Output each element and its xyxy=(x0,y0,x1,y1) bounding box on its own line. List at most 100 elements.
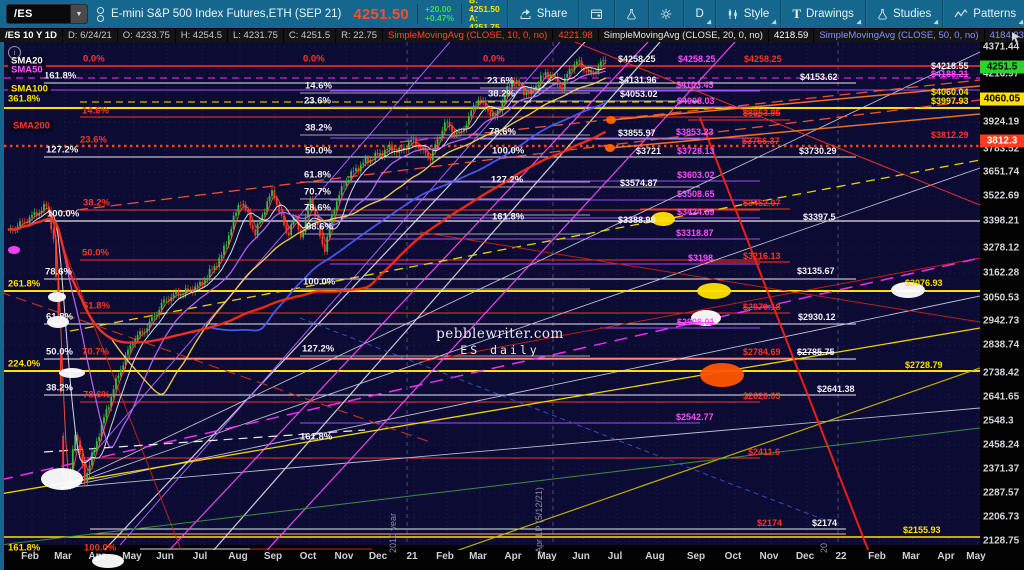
fib-label[interactable]: 88.6% xyxy=(306,221,333,233)
price-label[interactable]: $2174 xyxy=(757,518,783,528)
fib-label[interactable]: 0.0% xyxy=(483,53,505,65)
toolbar-button-studies[interactable]: Studies xyxy=(864,0,942,28)
price-label[interactable]: $2411.6 xyxy=(748,447,781,457)
price-label[interactable]: $3397.5 xyxy=(803,212,836,222)
fib-label[interactable]: 50.0% xyxy=(46,346,73,358)
price-label[interactable]: $2620.03 xyxy=(743,391,781,401)
price-label[interactable]: $4218.55 xyxy=(931,61,969,71)
price-label[interactable]: $2930.12 xyxy=(798,312,836,322)
price-label[interactable]: $3730.29 xyxy=(799,146,837,156)
fib-label[interactable]: 161.8% xyxy=(300,431,333,443)
fib-label[interactable]: 361.8% xyxy=(8,93,41,105)
fib-label[interactable]: 61.8% xyxy=(304,169,331,181)
price-label[interactable]: $2970.18 xyxy=(743,302,781,312)
cursor-icon[interactable] xyxy=(1011,30,1021,48)
price-label[interactable]: $3135.67 xyxy=(797,266,835,276)
price-label[interactable]: $2155.93 xyxy=(903,525,941,535)
toolbar-button-calendar-icon[interactable] xyxy=(578,0,614,28)
fib-label[interactable]: 14.6% xyxy=(305,80,332,92)
fib-label[interactable]: 0.0% xyxy=(83,53,105,65)
chevron-down-icon[interactable]: ▼ xyxy=(70,5,87,23)
price-label[interactable]: $4258.25 xyxy=(678,54,716,64)
price-label[interactable]: $2641.38 xyxy=(817,384,855,394)
fib-label[interactable]: 78.6% xyxy=(83,389,110,401)
price-label[interactable]: $3997.93 xyxy=(931,96,969,106)
toolbar-button-d[interactable]: D xyxy=(683,0,714,28)
price-label[interactable]: $3855.97 xyxy=(618,128,656,138)
link-icon[interactable] xyxy=(97,6,104,22)
price-label[interactable]: $4131.96 xyxy=(619,75,657,85)
fib-label[interactable]: 127.2% xyxy=(491,174,524,186)
price-label[interactable]: $4258.25 xyxy=(744,54,782,64)
toolbar-button-share[interactable]: Share xyxy=(506,0,579,28)
price-label[interactable]: $3076.93 xyxy=(905,278,943,288)
fib-label[interactable]: 161.8% xyxy=(44,70,77,82)
price-label[interactable]: $3574.87 xyxy=(620,178,658,188)
price-label[interactable]: $3198 xyxy=(688,253,714,263)
toolbar-button-patterns[interactable]: Patterns xyxy=(942,0,1024,28)
price-label[interactable]: $3812.29 xyxy=(931,130,969,140)
fib-label[interactable]: 70.7% xyxy=(82,346,109,358)
price-label[interactable]: $2908.01 xyxy=(677,317,715,327)
price-label[interactable]: $3424.89 xyxy=(677,207,715,217)
price-label[interactable]: $2542.77 xyxy=(676,412,714,422)
price-label[interactable]: $3603.02 xyxy=(677,170,715,180)
fib-label[interactable]: 23.6% xyxy=(304,95,331,107)
price-label[interactable]: $4008.03 xyxy=(677,96,715,106)
price-label[interactable]: $3216.13 xyxy=(743,251,781,261)
fib-label[interactable]: 100.0% xyxy=(303,276,336,288)
toolbar-button-flask-icon[interactable] xyxy=(614,0,648,28)
fib-label[interactable]: 23.6% xyxy=(80,134,107,146)
fib-label[interactable]: 38.2% xyxy=(46,382,73,394)
fib-label[interactable]: 38.2% xyxy=(83,197,110,209)
fib-label[interactable]: 127.2% xyxy=(302,343,335,355)
fib-label[interactable]: 78.6% xyxy=(489,126,516,138)
symbol-selector[interactable]: /ES ▼ xyxy=(6,4,88,24)
price-label[interactable]: $4188.21 xyxy=(931,69,969,79)
toolbar-button-gear-icon[interactable] xyxy=(648,0,683,28)
fib-label[interactable]: 23.6% xyxy=(487,75,514,87)
price-label[interactable]: $4103.45 xyxy=(676,80,714,90)
price-label[interactable]: $3388.98 xyxy=(618,215,656,225)
fib-label[interactable]: 100.0% xyxy=(492,145,525,157)
price-label[interactable]: $3853.23 xyxy=(676,127,714,137)
fib-label[interactable]: 224.0% xyxy=(8,358,41,370)
price-label[interactable]: $3721 xyxy=(636,146,662,156)
fib-label[interactable]: 61.8% xyxy=(83,300,110,312)
toolbar-button-style[interactable]: Style xyxy=(714,0,781,28)
fib-label[interactable]: 0.0% xyxy=(303,53,325,65)
price-label[interactable]: $2785.75 xyxy=(797,347,835,357)
fib-label[interactable]: 161.8% xyxy=(492,211,525,223)
fib-label[interactable]: 50.0% xyxy=(305,145,332,157)
fib-label[interactable]: 70.7% xyxy=(304,186,331,198)
fib-label[interactable]: 61.8% xyxy=(46,311,73,323)
price-label[interactable]: $3318.87 xyxy=(676,228,714,238)
fib-label[interactable]: 100.0% xyxy=(84,542,117,554)
price-label[interactable]: $3728.13 xyxy=(677,146,715,156)
toolbar-button-drawings[interactable]: T Drawings xyxy=(780,0,865,28)
fib-label[interactable]: 38.2% xyxy=(488,88,515,100)
fib-label[interactable]: 14.6% xyxy=(82,105,109,117)
fib-label[interactable]: 127.2% xyxy=(46,144,79,156)
change-readout: +20.00 +0.47% xyxy=(416,4,461,24)
fib-label[interactable]: 78.6% xyxy=(304,202,331,214)
price-label[interactable]: $4053.02 xyxy=(620,89,658,99)
price-axis[interactable]: 4371.44 4216.97 3924.19 3783.52 3651.74 3522.… xyxy=(980,42,1024,547)
price-label[interactable]: $3462.07 xyxy=(743,198,781,208)
price-label[interactable]: $3953.95 xyxy=(743,108,781,118)
price-label[interactable]: $3766.37 xyxy=(742,136,780,146)
fib-label[interactable]: 261.8% xyxy=(8,278,41,290)
fib-label[interactable]: 100.0% xyxy=(47,208,80,220)
price-label[interactable]: $2728.79 xyxy=(905,360,943,370)
fib-label[interactable]: 161.8% xyxy=(8,542,41,554)
price-label[interactable]: $2174 xyxy=(812,518,838,528)
price-label[interactable]: $3508.65 xyxy=(677,189,715,199)
fib-label[interactable]: 78.6% xyxy=(45,266,72,278)
fib-label[interactable]: 38.2% xyxy=(305,122,332,134)
price-label[interactable]: $4153.62 xyxy=(800,72,838,82)
price-label[interactable]: $4258.25 xyxy=(618,54,656,64)
price-label[interactable]: $4060.04 xyxy=(931,87,969,97)
price-label[interactable]: $2784.69 xyxy=(743,347,781,357)
fib-label[interactable]: 50.0% xyxy=(82,247,109,259)
